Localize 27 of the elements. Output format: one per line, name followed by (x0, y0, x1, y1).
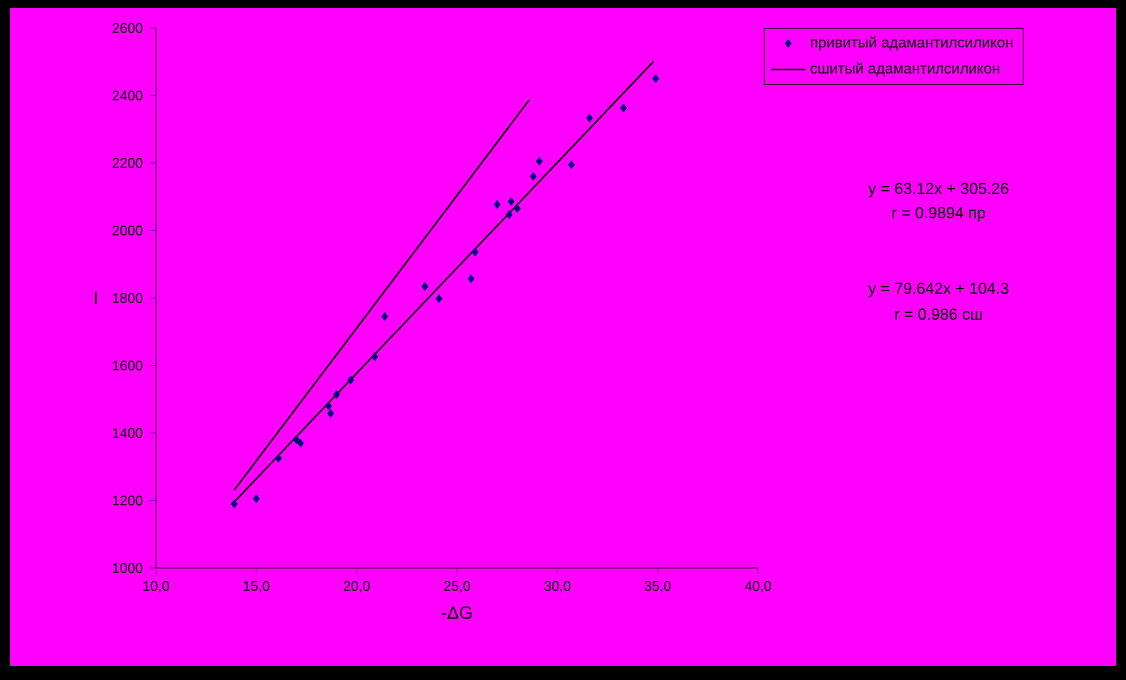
point (529, 172, 537, 181)
point (325, 401, 332, 411)
point (568, 160, 575, 170)
point (513, 204, 521, 213)
point (421, 282, 429, 291)
point (620, 103, 627, 113)
point (435, 294, 443, 304)
point (230, 499, 238, 509)
point (333, 390, 341, 399)
x-axis-title: -ΔG (441, 606, 472, 619)
point (471, 247, 479, 257)
point (535, 156, 543, 166)
point (381, 312, 389, 321)
point (347, 375, 355, 385)
point (586, 113, 593, 123)
point (493, 200, 501, 209)
point (275, 453, 282, 463)
point (371, 352, 379, 362)
point (293, 435, 300, 445)
point (467, 274, 475, 284)
point (297, 438, 304, 448)
y-axis-title: I (94, 291, 97, 305)
point (652, 74, 660, 84)
point (327, 409, 334, 418)
point (507, 197, 515, 206)
point (252, 494, 260, 504)
point (505, 210, 513, 220)
